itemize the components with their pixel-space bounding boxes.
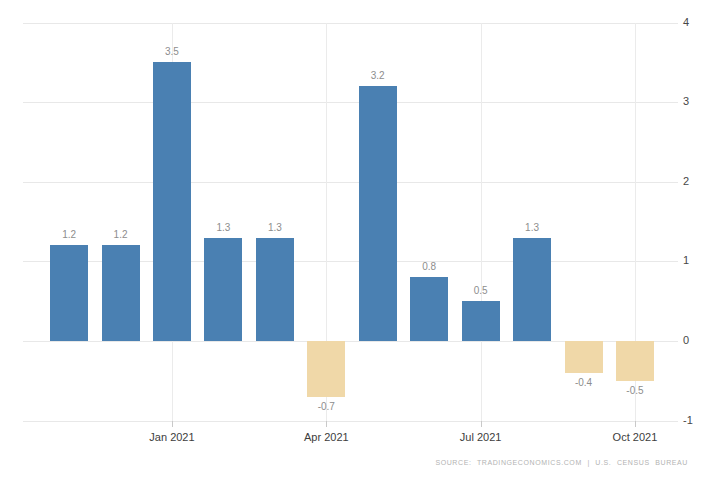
- x-axis-tick-mark: [172, 421, 173, 427]
- bar-value-label: 0.5: [461, 285, 501, 296]
- chart-bar-mar-2021: [256, 238, 294, 341]
- x-axis-tick-mark: [326, 421, 327, 427]
- y-axis-tick-label: -1: [683, 414, 693, 426]
- source-attribution: SOURCE: TRADINGECONOMICS.COM | U.S. CENS…: [435, 459, 688, 466]
- chart-bar-jan-2021: [153, 62, 191, 341]
- y-gridline: [23, 182, 678, 183]
- chart-bar-nov-2020: [50, 245, 88, 341]
- x-axis-tick-label: Apr 2021: [304, 431, 349, 443]
- y-axis-tick-label: 4: [683, 16, 689, 28]
- chart-bar-aug-2021: [513, 238, 551, 341]
- chart-bar-jul-2021: [462, 301, 500, 341]
- y-gridline: [23, 102, 678, 103]
- bar-value-label: 3.5: [152, 46, 192, 57]
- chart-plot-area: 4 3 2 1 0 -1 Jan 2021 Apr 2021 Jul 2021 Oct 2021 1…: [0, 0, 728, 485]
- bar-value-label: 1.2: [101, 229, 141, 240]
- x-axis-tick-label: Jan 2021: [149, 431, 194, 443]
- chart-bar-feb-2021: [204, 238, 242, 341]
- bar-value-label: -0.7: [306, 401, 346, 412]
- chart-bar-dec-2020: [102, 245, 140, 341]
- chart-bar-sep-2021: [565, 341, 603, 373]
- bar-value-label: 1.2: [49, 229, 89, 240]
- bar-value-label: 1.3: [512, 222, 552, 233]
- bar-value-label: 3.2: [358, 70, 398, 81]
- y-axis-tick-label: 1: [683, 254, 689, 266]
- y-gridline: [23, 421, 678, 422]
- y-gridline: [23, 23, 678, 24]
- chart-bar-apr-2021: [307, 341, 345, 397]
- bar-value-label: 1.3: [203, 222, 243, 233]
- bar-value-label: 1.3: [255, 222, 295, 233]
- y-axis-tick-label: 2: [683, 175, 689, 187]
- x-axis-tick-label: Oct 2021: [613, 431, 658, 443]
- bar-value-label: -0.4: [564, 377, 604, 388]
- x-axis-tick-mark: [635, 421, 636, 427]
- x-axis-tick-mark: [481, 421, 482, 427]
- y-axis-tick-label: 0: [683, 334, 689, 346]
- chart-container: 4 3 2 1 0 -1 Jan 2021 Apr 2021 Jul 2021 Oct 2021 1…: [0, 0, 728, 485]
- bar-value-label: 0.8: [409, 261, 449, 272]
- chart-bar-jun-2021: [410, 277, 448, 341]
- y-axis-tick-label: 3: [683, 95, 689, 107]
- chart-bar-oct-2021: [616, 341, 654, 381]
- chart-bar-may-2021: [359, 86, 397, 341]
- x-gridline: [481, 23, 482, 421]
- bar-value-label: -0.5: [615, 385, 655, 396]
- x-axis-tick-label: Jul 2021: [460, 431, 502, 443]
